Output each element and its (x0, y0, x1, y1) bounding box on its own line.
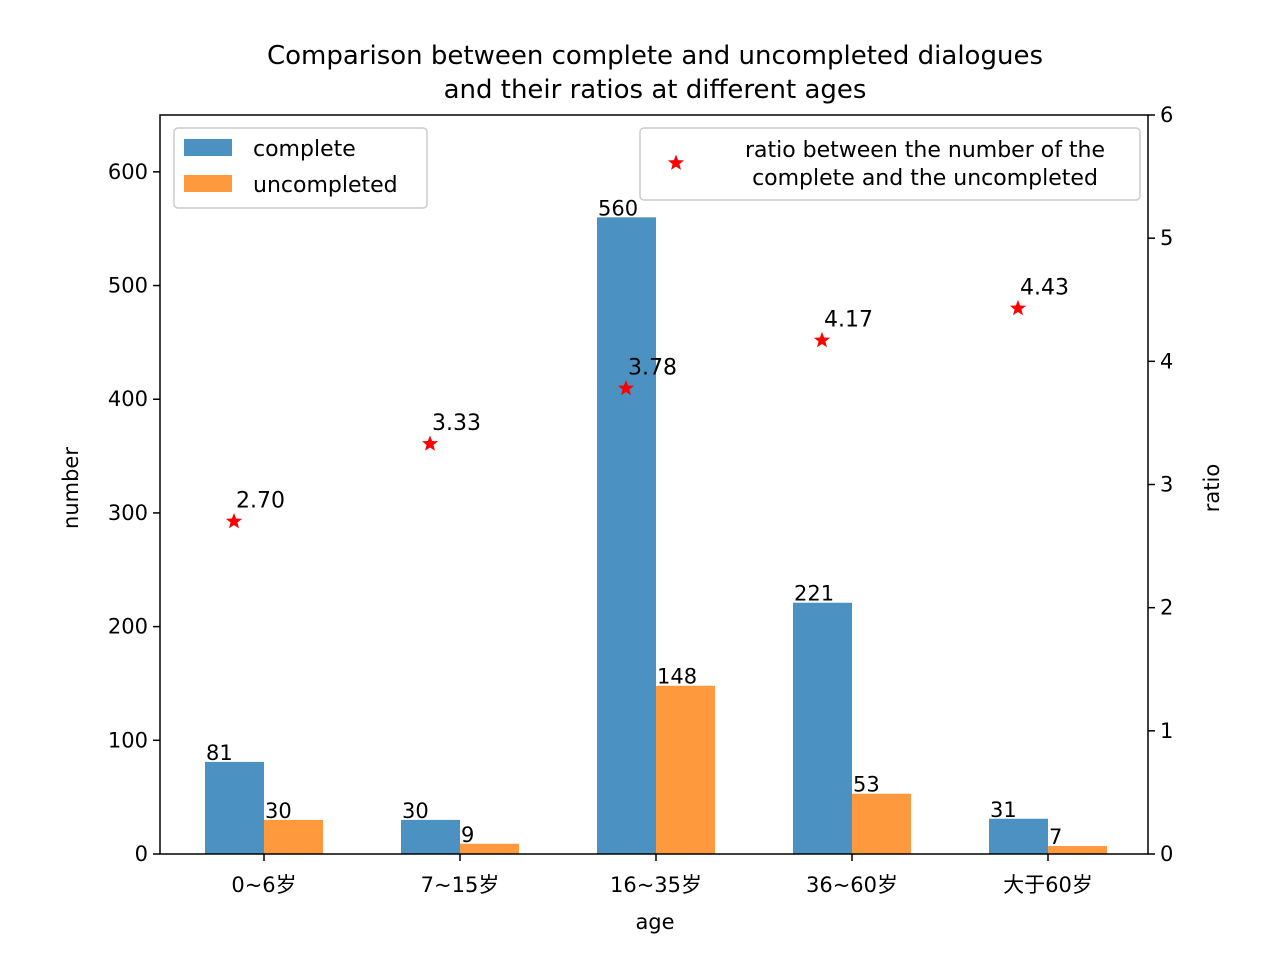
bar-labels-group: 81 30 560 221 31 30 9 148 53 7 (206, 196, 1062, 849)
bar-complete-1 (401, 819, 460, 854)
bar-uncompleted-0 (264, 819, 323, 854)
y2-tick-label-3: 3 (1160, 473, 1173, 497)
legend-label-uncompleted: uncompleted (253, 173, 398, 198)
y2-tick-label-6: 6 (1160, 103, 1173, 127)
y-tick-label-5: 500 (108, 274, 148, 298)
y-tick-label-6: 600 (108, 160, 148, 184)
ratio-labels-group: 2.70 3.33 3.78 4.17 4.43 (236, 275, 1069, 513)
y-tick-label-2: 200 (108, 615, 148, 639)
ratio-label-3: 4.17 (824, 307, 873, 332)
bar-complete-3 (793, 602, 852, 854)
y-axis-label: number (59, 447, 83, 529)
y2-tick-label-4: 4 (1160, 349, 1173, 373)
legend-bars: complete uncompleted (173, 127, 428, 209)
bar-label-complete-3: 221 (794, 582, 834, 606)
bar-label-complete-0: 81 (206, 741, 233, 765)
x-tick-label-3: 36~60岁 (806, 873, 898, 897)
x-tick-label-1: 7~15岁 (421, 873, 500, 897)
bar-label-complete-2: 560 (598, 196, 638, 220)
x-tick-label-4: 大于60岁 (1003, 873, 1093, 897)
x-tick-label-2: 16~35岁 (610, 873, 702, 897)
bar-label-complete-4: 31 (990, 798, 1017, 822)
ratio-label-2: 3.78 (628, 355, 677, 380)
y2-tick-label-1: 1 (1160, 719, 1173, 743)
y-axis-right-ticks: 0 1 2 3 4 5 6 (1148, 103, 1173, 866)
ratio-marker-2 (617, 379, 635, 396)
x-axis-label: age (635, 910, 674, 934)
bar-label-uncompleted-4: 7 (1049, 825, 1062, 849)
legend-swatch-uncompleted (184, 175, 232, 192)
bar-complete-4 (989, 818, 1048, 854)
ratio-label-0: 2.70 (236, 488, 285, 513)
legend-label-complete: complete (253, 137, 356, 162)
bar-complete-0 (205, 761, 264, 854)
bar-uncompleted-2 (656, 685, 715, 854)
x-axis-ticks: 0~6岁 7~15岁 16~35岁 36~60岁 大于60岁 (231, 854, 1093, 897)
y-tick-label-3: 300 (108, 501, 148, 525)
y-axis-left-ticks: 0 100 200 300 400 500 600 (108, 160, 160, 866)
bars-group (205, 217, 1107, 855)
legend-swatch-complete (184, 139, 232, 156)
y2-tick-label-2: 2 (1160, 596, 1173, 620)
legend-label-ratio-line-2: complete and the uncompleted (752, 166, 1098, 191)
ratio-marker-3 (813, 331, 831, 348)
chart-title-line-1: Comparison between complete and uncomple… (267, 41, 1043, 71)
chart-title-line-2: and their ratios at different ages (444, 75, 867, 105)
legend-ratio: ratio between the number of the complete… (639, 127, 1141, 201)
y2-tick-label-5: 5 (1160, 226, 1173, 250)
ratio-markers-group (225, 299, 1027, 529)
ratio-label-1: 3.33 (432, 411, 481, 436)
bar-complete-2 (597, 217, 656, 855)
bar-label-uncompleted-1: 9 (461, 823, 474, 847)
bar-label-uncompleted-0: 30 (265, 799, 292, 823)
legend-marker-ratio (667, 154, 685, 170)
legend-label-ratio-line-1: ratio between the number of the (745, 138, 1105, 163)
bar-label-uncompleted-2: 148 (657, 665, 697, 689)
y2-axis-label: ratio (1200, 464, 1224, 512)
bar-label-uncompleted-3: 53 (853, 773, 880, 797)
ratio-marker-1 (421, 435, 439, 451)
bar-uncompleted-1 (460, 843, 519, 854)
x-tick-label-0: 0~6岁 (231, 873, 296, 897)
chart-title: Comparison between complete and uncomple… (267, 41, 1043, 105)
legend-bars-frame (173, 127, 428, 209)
bar-uncompleted-3 (852, 793, 911, 854)
bar-uncompleted-4 (1048, 846, 1107, 854)
ratio-marker-0 (225, 512, 243, 529)
legend-ratio-frame (639, 127, 1141, 201)
y2-tick-label-0: 0 (1160, 842, 1173, 866)
ratio-marker-4 (1009, 299, 1027, 316)
y-tick-label-4: 400 (108, 387, 148, 411)
y-tick-label-0: 0 (135, 842, 148, 866)
y-tick-label-1: 100 (108, 728, 148, 752)
ratio-label-4: 4.43 (1020, 275, 1069, 300)
bar-label-complete-1: 30 (402, 799, 429, 823)
